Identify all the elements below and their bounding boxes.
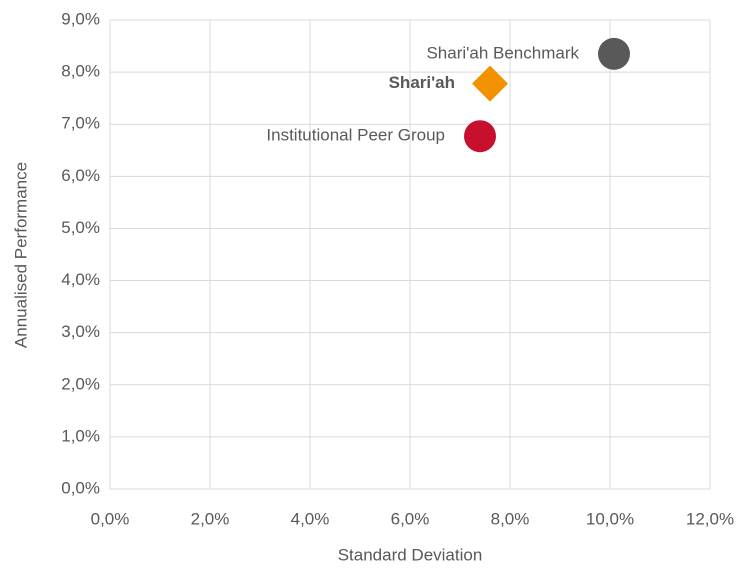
x-axis-title: Standard Deviation (338, 545, 483, 564)
y-tick-label: 5,0% (61, 218, 100, 237)
y-tick-label: 0,0% (61, 478, 100, 497)
y-tick-label: 8,0% (61, 62, 100, 81)
y-tick-label: 7,0% (61, 114, 100, 133)
y-tick-label: 3,0% (61, 322, 100, 341)
point (598, 37, 630, 70)
x-tick-label: 12,0% (686, 509, 734, 528)
point (464, 120, 496, 153)
x-tick-label: 0,0% (91, 509, 130, 528)
point-label: Shari'ah Benchmark (426, 43, 579, 62)
x-tick-label: 10,0% (586, 509, 634, 528)
point-label: Shari'ah (389, 73, 455, 92)
y-tick-label: 4,0% (61, 270, 100, 289)
x-tick-label: 2,0% (191, 509, 230, 528)
x-tick-label: 8,0% (491, 509, 530, 528)
y-tick-label: 2,0% (61, 374, 100, 393)
point-label: Institutional Peer Group (266, 126, 445, 145)
y-tick-label: 9,0% (61, 9, 100, 28)
y-tick-label: 1,0% (61, 426, 100, 445)
x-tick-label: 6,0% (391, 509, 430, 528)
x-tick-label: 4,0% (291, 509, 330, 528)
y-axis-title: Annualised Performance (11, 162, 30, 348)
y-tick-label: 6,0% (61, 166, 100, 185)
point (472, 65, 508, 102)
